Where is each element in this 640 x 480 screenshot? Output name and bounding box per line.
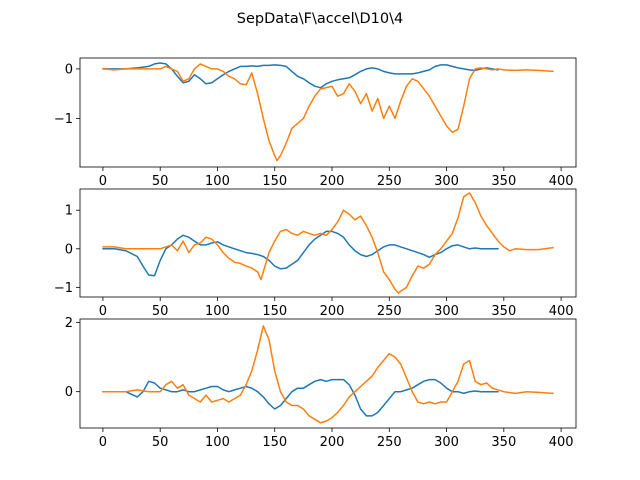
x-tick-label: 400 xyxy=(549,304,574,319)
figure-title: SepData\F\accel\D10\4 xyxy=(237,11,403,27)
axes-frame xyxy=(79,57,577,168)
x-tick-label: 150 xyxy=(262,304,287,319)
axes-frame xyxy=(79,188,577,298)
x-tick-label: 0 xyxy=(99,304,107,319)
x-tick-label: 100 xyxy=(205,174,230,189)
x-tick-label: 0 xyxy=(99,435,107,450)
x-tick-label: 250 xyxy=(377,174,402,189)
y-tick-label: 2 xyxy=(65,316,73,331)
x-tick-label: 350 xyxy=(491,435,516,450)
y-tick-label: 0 xyxy=(65,242,73,257)
x-tick-label: 200 xyxy=(320,435,345,450)
series-line-2 xyxy=(102,192,554,294)
series-line-2 xyxy=(102,63,554,162)
x-tick-label: 400 xyxy=(549,435,574,450)
y-tick-label: 1 xyxy=(65,204,73,219)
x-tick-label: 300 xyxy=(434,174,459,189)
x-tick-label: 50 xyxy=(152,304,169,319)
y-tick-label: 0 xyxy=(65,62,73,77)
subplot-2: 0 50 100 150 200 250 300 350 400 1 0 −1 xyxy=(54,188,577,319)
x-tick-label: 300 xyxy=(434,435,459,450)
y-tick-label: 0 xyxy=(65,385,73,400)
y-tick-label: −1 xyxy=(54,112,73,127)
x-tick-label: 350 xyxy=(491,304,516,319)
series-line-1 xyxy=(102,378,499,417)
x-tick-label: 150 xyxy=(262,174,287,189)
x-tick-label: 250 xyxy=(377,435,402,450)
axes-frame xyxy=(79,318,577,429)
x-tick-label: 200 xyxy=(320,304,345,319)
x-tick-label: 200 xyxy=(320,174,345,189)
series-line-2 xyxy=(102,325,554,424)
x-tick-label: 0 xyxy=(99,174,107,189)
subplot-3: 0 50 100 150 200 250 300 350 400 2 0 xyxy=(65,316,577,450)
x-tick-label: 400 xyxy=(549,174,574,189)
y-tick-label: −1 xyxy=(54,281,73,296)
x-tick-label: 300 xyxy=(434,304,459,319)
x-tick-label: 250 xyxy=(377,304,402,319)
x-tick-label: 350 xyxy=(491,174,516,189)
x-tick-label: 100 xyxy=(205,435,230,450)
x-tick-label: 150 xyxy=(262,435,287,450)
x-tick-label: 100 xyxy=(205,304,230,319)
series-line-1 xyxy=(102,62,499,89)
x-tick-label: 50 xyxy=(152,174,169,189)
x-tick-label: 50 xyxy=(152,435,169,450)
subplot-1: 0 50 100 150 200 250 300 350 400 0 −1 xyxy=(54,57,577,189)
